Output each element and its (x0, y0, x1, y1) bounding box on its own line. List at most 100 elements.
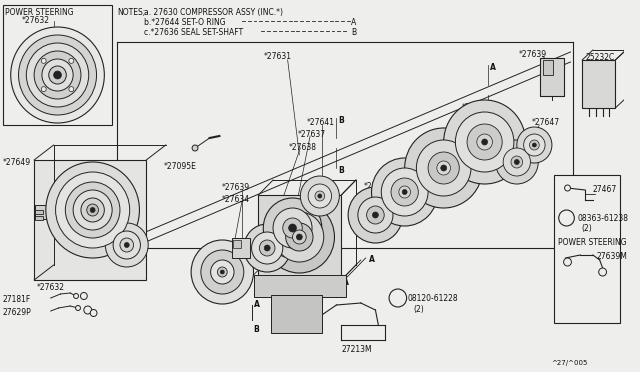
Circle shape (358, 197, 393, 233)
Circle shape (503, 148, 531, 176)
Circle shape (564, 185, 570, 191)
Text: 25232C: 25232C (585, 53, 614, 62)
Text: 27213M: 27213M (341, 345, 372, 354)
Text: *27095E: *27095E (164, 162, 196, 171)
Circle shape (252, 232, 283, 264)
Circle shape (511, 156, 523, 168)
Circle shape (81, 198, 104, 222)
Bar (35, 205, 47, 219)
Text: (2): (2) (581, 224, 592, 233)
Circle shape (191, 240, 253, 304)
Text: c.*27636 SEAL SET-SHAFT: c.*27636 SEAL SET-SHAFT (144, 28, 243, 37)
Circle shape (559, 210, 574, 226)
Bar (271, 295, 322, 333)
Circle shape (391, 178, 419, 206)
Circle shape (437, 161, 451, 175)
Circle shape (402, 189, 407, 195)
Bar (540, 58, 564, 96)
Text: A: A (343, 278, 349, 287)
Circle shape (318, 194, 322, 198)
Circle shape (84, 306, 92, 314)
Text: POWER STEERING: POWER STEERING (558, 238, 627, 247)
Circle shape (467, 124, 502, 160)
Circle shape (34, 51, 81, 99)
Text: *27637: *27637 (298, 130, 326, 139)
Circle shape (300, 176, 339, 216)
Circle shape (42, 87, 46, 92)
Text: B: B (339, 116, 344, 125)
Circle shape (218, 267, 227, 277)
Text: 08363-61238: 08363-61238 (577, 214, 628, 223)
Circle shape (289, 224, 296, 232)
Circle shape (428, 152, 460, 184)
Circle shape (73, 190, 112, 230)
Circle shape (283, 218, 302, 238)
Circle shape (389, 289, 406, 307)
Circle shape (81, 292, 87, 299)
Bar (35, 210, 43, 214)
Circle shape (69, 58, 74, 63)
Circle shape (292, 230, 306, 244)
Bar (35, 216, 43, 220)
Circle shape (564, 258, 572, 266)
Text: *27634: *27634 (221, 195, 250, 204)
Bar (233, 240, 241, 248)
Circle shape (477, 134, 492, 150)
Circle shape (599, 268, 607, 276)
Text: *27632: *27632 (22, 16, 49, 25)
Circle shape (381, 168, 428, 216)
Circle shape (211, 260, 234, 284)
Text: A: A (351, 18, 356, 27)
Text: A: A (369, 255, 374, 264)
Text: *27672: *27672 (364, 182, 392, 191)
Text: 27181F: 27181F (3, 295, 31, 304)
Circle shape (532, 143, 536, 147)
Text: B: B (339, 166, 344, 175)
Circle shape (74, 294, 79, 298)
Text: 08120-61228: 08120-61228 (408, 294, 458, 303)
Circle shape (441, 165, 447, 171)
Circle shape (264, 201, 335, 273)
Text: *27639: *27639 (221, 183, 250, 192)
Text: *27647: *27647 (531, 118, 559, 127)
Circle shape (495, 140, 538, 184)
Text: POWER STEERING: POWER STEERING (5, 8, 74, 17)
Bar (253, 275, 346, 297)
Circle shape (456, 112, 514, 172)
Circle shape (90, 208, 95, 212)
Text: A: A (490, 63, 495, 72)
Circle shape (220, 270, 224, 274)
Circle shape (371, 158, 438, 226)
Circle shape (517, 127, 552, 163)
Text: *27632: *27632 (37, 283, 65, 292)
Circle shape (524, 134, 545, 156)
Circle shape (46, 162, 140, 258)
Text: A: A (490, 113, 495, 122)
Circle shape (315, 191, 324, 201)
Bar (34, 160, 147, 280)
Circle shape (42, 59, 73, 91)
Text: *27648: *27648 (517, 133, 545, 142)
Circle shape (120, 238, 134, 252)
Circle shape (69, 87, 74, 92)
Text: *27641: *27641 (307, 118, 335, 127)
Circle shape (259, 240, 275, 256)
Circle shape (263, 198, 322, 258)
Circle shape (87, 204, 99, 216)
Circle shape (367, 206, 384, 224)
Circle shape (11, 27, 104, 123)
Text: *27631: *27631 (263, 52, 291, 61)
Circle shape (285, 223, 313, 251)
Text: *27639: *27639 (519, 50, 547, 59)
Circle shape (26, 43, 89, 107)
Circle shape (273, 208, 312, 248)
Circle shape (124, 243, 129, 247)
Text: *27643: *27643 (462, 103, 490, 112)
Text: b.*27644 SET-O RING: b.*27644 SET-O RING (144, 18, 226, 27)
Text: B: B (396, 295, 400, 301)
Text: 27467: 27467 (593, 185, 617, 194)
Circle shape (404, 128, 483, 208)
Text: a. 27630 COMPRESSOR ASSY (INC.*): a. 27630 COMPRESSOR ASSY (INC.*) (144, 8, 284, 17)
Circle shape (49, 66, 67, 84)
Text: A: A (253, 300, 259, 309)
